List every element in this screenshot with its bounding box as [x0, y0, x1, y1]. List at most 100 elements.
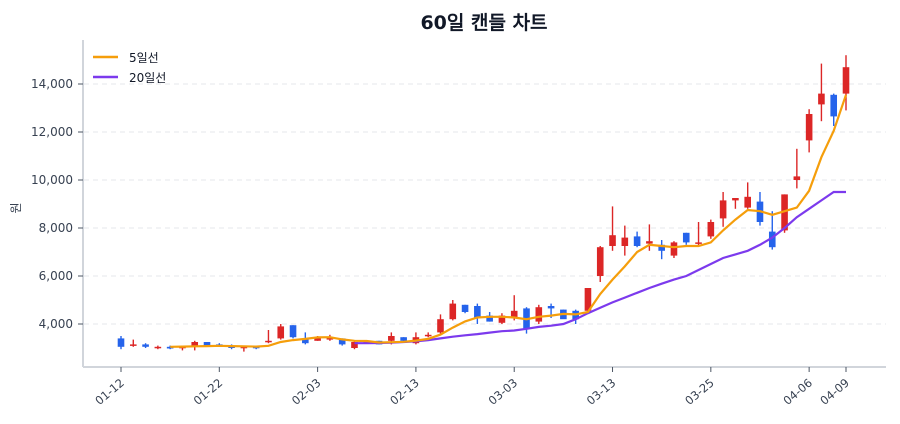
- candle-up: [670, 241, 678, 258]
- candle-body: [646, 241, 653, 244]
- candle-up: [265, 330, 272, 344]
- candle-body: [793, 176, 801, 180]
- ma5-line: [170, 94, 848, 348]
- candle-body: [670, 242, 678, 256]
- candle-body: [621, 237, 629, 246]
- x-tick-label: 01-12: [92, 376, 127, 408]
- candle-body: [781, 194, 788, 231]
- candle-down: [682, 232, 690, 245]
- candle-down: [117, 336, 125, 350]
- candle-up: [842, 55, 850, 111]
- candle-body: [474, 306, 481, 318]
- moving-averages: [170, 94, 848, 348]
- x-tick-label: 03-25: [682, 376, 717, 408]
- candle-down: [768, 211, 776, 250]
- candle-body: [658, 244, 665, 251]
- candle-down: [572, 309, 579, 324]
- candle-body: [486, 315, 493, 322]
- candle-up: [584, 288, 592, 312]
- candle-up: [351, 340, 358, 350]
- candle-body: [633, 236, 641, 246]
- candle-body: [744, 196, 751, 208]
- candle-body: [166, 346, 174, 349]
- candle-body: [596, 247, 604, 276]
- y-axis-ticks: 4,000 6,000 8,000 10,000 12,000 14,000: [31, 77, 83, 331]
- candle-down: [461, 304, 469, 314]
- x-tick-label: 03-13: [584, 376, 619, 408]
- x-tick-label: 02-03: [289, 376, 324, 408]
- candle-body: [277, 326, 285, 339]
- y-tick-label: 14,000: [31, 77, 73, 91]
- candle-up: [535, 304, 543, 324]
- candle-body: [117, 338, 125, 347]
- candle-up: [596, 246, 604, 282]
- candle-body: [818, 93, 825, 105]
- candle-up: [646, 224, 653, 251]
- candle-up: [805, 109, 813, 153]
- candle-body: [682, 232, 690, 243]
- candle-up: [424, 332, 432, 338]
- chart-title: 60일 캔들 차트: [420, 12, 547, 34]
- candle-up: [707, 219, 715, 239]
- y-axis-label: 원: [9, 202, 23, 213]
- x-tick-label: 03-03: [486, 376, 521, 408]
- candle-down: [289, 325, 297, 339]
- candle-body: [302, 338, 309, 344]
- candle-body: [191, 342, 199, 347]
- candle-down: [142, 343, 149, 348]
- candle-body: [584, 288, 592, 311]
- candle-up: [609, 206, 616, 251]
- candle-up: [695, 222, 702, 246]
- x-tick-label: 02-13: [387, 376, 422, 408]
- y-tick-label: 6,000: [39, 269, 73, 283]
- y-tick-label: 10,000: [31, 173, 73, 187]
- candle-body: [498, 315, 506, 323]
- candle-body: [314, 337, 321, 341]
- candle-body: [265, 340, 272, 343]
- x-tick-label: 04-09: [817, 376, 852, 408]
- candle-body: [240, 346, 248, 349]
- candle-body: [535, 307, 543, 322]
- candle-up: [781, 194, 788, 233]
- candle-down: [756, 192, 764, 226]
- candle-body: [732, 198, 739, 201]
- candle-body: [768, 231, 776, 248]
- candle-up: [732, 198, 739, 209]
- candle-up: [412, 332, 420, 345]
- candle-body: [154, 346, 162, 349]
- y-tick-label: 8,000: [39, 221, 73, 235]
- candle-body: [805, 114, 813, 141]
- candle-body: [510, 310, 518, 318]
- x-tick-label: 01-22: [191, 376, 226, 408]
- ma20-line: [354, 190, 846, 345]
- candle-up: [621, 225, 629, 256]
- candle-down: [658, 240, 665, 260]
- candle-body: [449, 303, 457, 320]
- candle-up: [510, 295, 518, 321]
- candle-up: [449, 300, 457, 321]
- candle-body: [719, 200, 727, 219]
- legend-label-ma5: 5일선: [129, 51, 159, 65]
- y-tick-label: 12,000: [31, 125, 73, 139]
- candle-up: [818, 63, 825, 122]
- legend-label-ma20: 20일선: [129, 71, 166, 85]
- candle-up: [719, 192, 727, 227]
- candle-body: [547, 306, 555, 309]
- candle-down: [830, 93, 838, 126]
- candle-body: [830, 94, 838, 117]
- candle-body: [461, 304, 469, 312]
- candle-up: [277, 324, 285, 340]
- candle-up: [154, 345, 162, 350]
- candle-body: [695, 242, 702, 244]
- legend: 5일선 20일선: [93, 51, 166, 85]
- y-tick-label: 4,000: [39, 317, 73, 331]
- candle-body: [142, 344, 149, 347]
- candle-up: [793, 148, 801, 189]
- candle-body: [707, 222, 715, 237]
- candle-body: [326, 337, 334, 340]
- candle-body: [400, 337, 407, 341]
- candle-body: [289, 325, 297, 338]
- x-tick-label: 04-06: [780, 376, 815, 408]
